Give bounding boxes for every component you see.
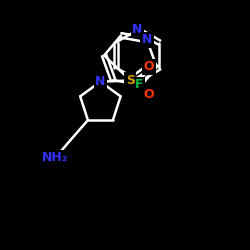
Text: S: S bbox=[126, 74, 135, 87]
Text: F: F bbox=[135, 78, 143, 91]
Text: N: N bbox=[95, 75, 106, 88]
Text: NH₂: NH₂ bbox=[42, 151, 68, 164]
Text: N: N bbox=[142, 34, 152, 46]
Text: O: O bbox=[144, 88, 154, 101]
Text: O: O bbox=[144, 60, 154, 73]
Text: N: N bbox=[132, 24, 143, 36]
Text: N: N bbox=[95, 75, 106, 88]
